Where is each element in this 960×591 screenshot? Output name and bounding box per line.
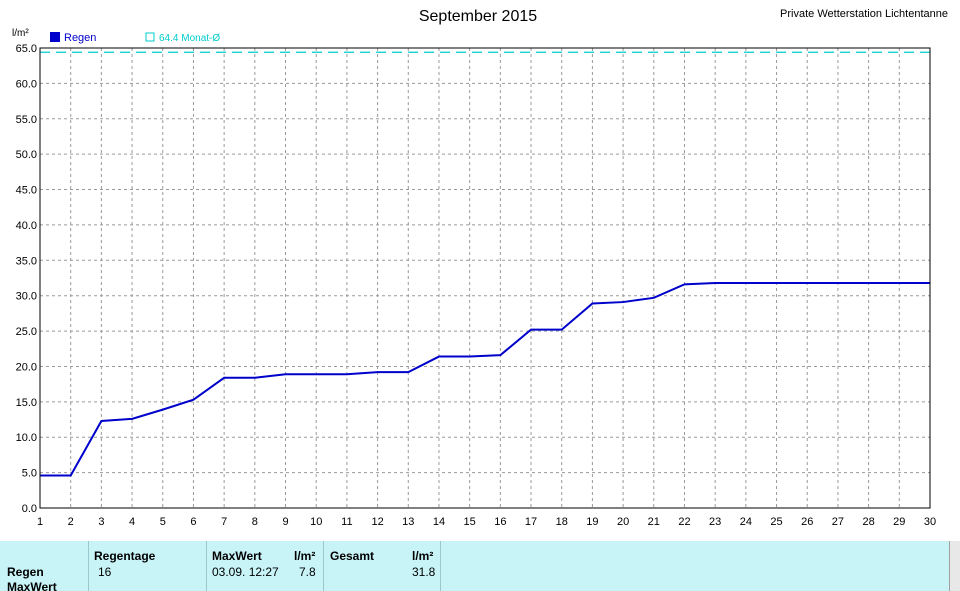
y-tick-label: 0.0	[22, 503, 37, 515]
gesamt-header: Gesamt	[330, 549, 375, 563]
y-tick-label: 20.0	[16, 361, 37, 373]
y-axis-ticks: 0.0 5.0 10.0 15.0 20.0 25.0 30.0 35.0 40.0 45.0 50…	[16, 43, 37, 515]
legend: Regen 64.4 Monat-Ø	[50, 32, 220, 44]
x-tick-label: 1	[37, 516, 43, 528]
y-tick-label: 10.0	[16, 432, 37, 444]
x-tick-label: 10	[310, 516, 322, 528]
y-tick-label: 40.0	[16, 220, 37, 232]
row-label-maxwert: MaxWert	[7, 580, 57, 591]
row-label-regen: Regen	[7, 565, 44, 579]
x-tick-label: 2	[68, 516, 74, 528]
x-tick-label: 24	[740, 516, 752, 528]
x-tick-label: 15	[464, 516, 476, 528]
rain-series-line	[40, 281, 930, 477]
plot-area	[40, 48, 930, 508]
y-tick-label: 60.0	[16, 78, 37, 90]
x-tick-label: 22	[678, 516, 690, 528]
y-axis-label: l/m²	[12, 28, 29, 39]
station-name: Private Wetterstation Lichtentanne	[780, 8, 948, 20]
x-tick-label: 30	[924, 516, 936, 528]
y-tick-label: 45.0	[16, 185, 37, 197]
x-tick-label: 7	[221, 516, 227, 528]
x-tick-label: 26	[801, 516, 813, 528]
legend-label-regen: Regen	[64, 32, 96, 44]
x-tick-label: 28	[862, 516, 874, 528]
y-tick-label: 55.0	[16, 114, 37, 126]
regentage-header: Regentage	[94, 549, 156, 563]
y-tick-label: 25.0	[16, 326, 37, 338]
y-tick-label: 5.0	[22, 468, 37, 480]
maxwert-header: MaxWert	[212, 549, 262, 563]
x-tick-label: 25	[770, 516, 782, 528]
x-tick-label: 12	[371, 516, 383, 528]
x-tick-label: 27	[832, 516, 844, 528]
x-tick-label: 21	[648, 516, 660, 528]
x-tick-label: 13	[402, 516, 414, 528]
rain-chart: 0.0 5.0 10.0 15.0 20.0 25.0 30.0 35.0 40.0 45.0 50…	[12, 8, 948, 528]
maxwert-unit: l/m²	[294, 549, 316, 563]
x-tick-label: 11	[341, 516, 352, 528]
divider	[440, 541, 441, 591]
x-tick-label: 20	[617, 516, 629, 528]
x-tick-label: 6	[190, 516, 196, 528]
x-tick-label: 16	[494, 516, 506, 528]
x-tick-label: 14	[433, 516, 445, 528]
x-tick-label: 19	[586, 516, 598, 528]
x-tick-label: 5	[160, 516, 166, 528]
regentage-value: 16	[98, 565, 112, 579]
legend-swatch-regen	[50, 32, 60, 42]
x-tick-label: 18	[556, 516, 568, 528]
vertical-scrollbar[interactable]	[949, 541, 960, 591]
y-tick-label: 30.0	[16, 291, 37, 303]
legend-label-average: 64.4 Monat-Ø	[159, 33, 220, 44]
maxwert-date: 03.09. 12:27	[212, 565, 279, 579]
x-axis-ticks: 1 2 3 4 5 6 7 8 9 10 11 12 13 14 15 16 17 18 19 20 21 22 23 24 2…	[37, 516, 936, 528]
gesamt-unit: l/m²	[412, 549, 434, 563]
y-tick-label: 65.0	[16, 43, 37, 55]
chart-title: September 2015	[419, 8, 537, 25]
y-tick-label: 50.0	[16, 149, 37, 161]
y-tick-label: 35.0	[16, 255, 37, 267]
divider	[323, 541, 324, 591]
plot-frame	[39, 47, 931, 509]
divider	[88, 541, 89, 591]
divider	[206, 541, 207, 591]
x-tick-label: 9	[282, 516, 288, 528]
x-tick-label: 4	[129, 516, 135, 528]
legend-swatch-average	[145, 32, 155, 42]
summary-panel: Regen MaxWert Regentage 16 MaxWert l/m² …	[0, 541, 960, 591]
x-tick-label: 29	[893, 516, 905, 528]
x-tick-label: 17	[525, 516, 537, 528]
x-tick-label: 8	[252, 516, 258, 528]
maxwert-value: 7.8	[299, 565, 316, 579]
gesamt-value: 31.8	[412, 565, 436, 579]
y-tick-label: 15.0	[16, 397, 37, 409]
x-tick-label: 3	[98, 516, 104, 528]
grid	[40, 48, 930, 508]
x-tick-label: 23	[709, 516, 721, 528]
